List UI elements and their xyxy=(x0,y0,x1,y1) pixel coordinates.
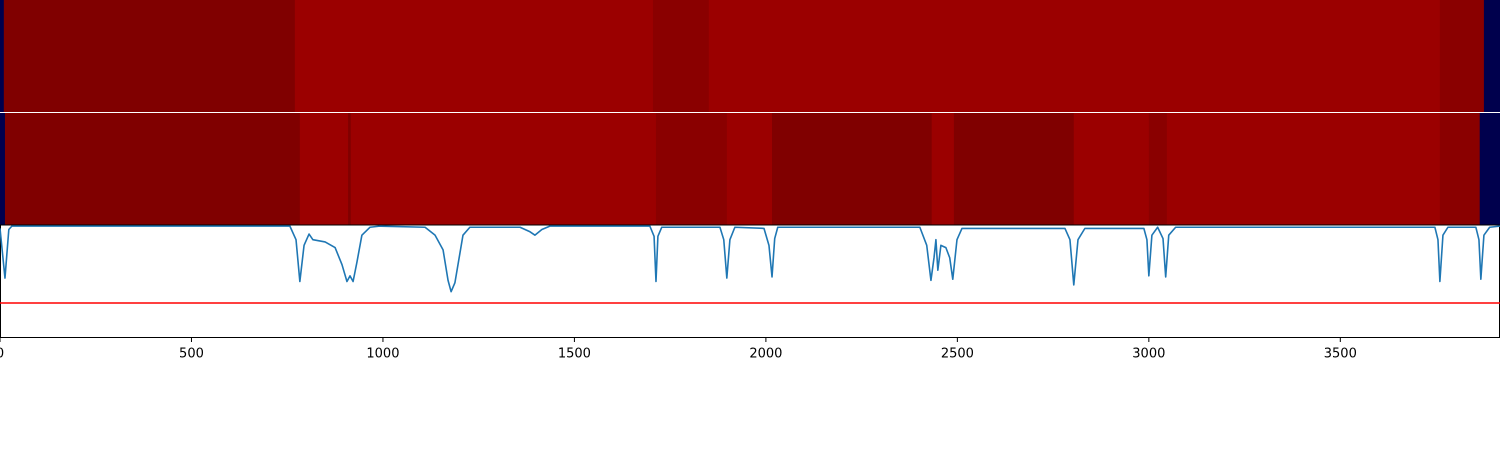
heatmap-cell xyxy=(348,113,352,225)
heatmap-cell xyxy=(1483,0,1500,112)
x-tick-label: 0 xyxy=(0,347,4,362)
heatmap-cell xyxy=(3,0,296,112)
heatmap-cell xyxy=(953,113,1075,225)
heatmap-cell xyxy=(350,113,657,225)
heatmap-cell xyxy=(294,0,654,112)
heatmap-cell xyxy=(726,113,773,225)
heatmap-cell xyxy=(655,113,728,225)
x-tick-label: 500 xyxy=(179,347,204,362)
heatmap-cell xyxy=(708,0,1441,112)
heatmap-cell xyxy=(931,113,955,225)
heatmap-cell xyxy=(0,113,6,225)
heatmap-cell xyxy=(1073,113,1150,225)
plot-frame xyxy=(0,224,1500,338)
x-tick-label: 2500 xyxy=(941,347,974,362)
heatmap-cell xyxy=(0,0,5,112)
heatmap-cell xyxy=(772,113,933,225)
heatmap-cell xyxy=(1439,0,1485,112)
heatmap-cell xyxy=(1479,113,1500,225)
heatmap-cell xyxy=(1148,113,1168,225)
heatmap-cell xyxy=(4,113,301,225)
heatmap-cell xyxy=(652,0,710,112)
x-tick-label: 2000 xyxy=(749,347,782,362)
x-tick-label: 3500 xyxy=(1324,347,1357,362)
x-tick-label: 3000 xyxy=(1132,347,1165,362)
x-tick-label: 1500 xyxy=(558,347,591,362)
line-series xyxy=(0,225,1500,293)
heatmap-cell xyxy=(299,113,349,225)
heatmap-cell xyxy=(1166,113,1441,225)
heatmap-cell xyxy=(1439,113,1481,225)
x-tick-label: 1000 xyxy=(366,347,399,362)
